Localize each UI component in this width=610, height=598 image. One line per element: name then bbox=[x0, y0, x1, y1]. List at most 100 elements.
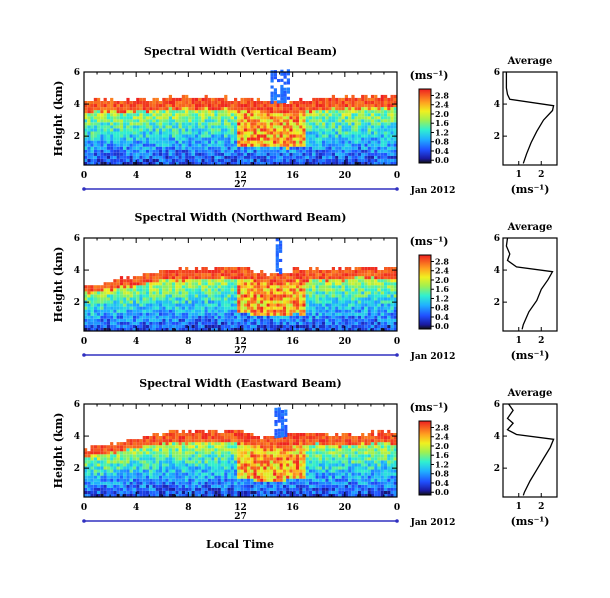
x-tick-label: 0 bbox=[81, 503, 87, 513]
date-label: Jan 2012 bbox=[410, 352, 456, 362]
average-y-tick-label: 6 bbox=[494, 234, 500, 244]
y-tick-label: 6 bbox=[74, 68, 80, 78]
x-tick-label: 8 bbox=[185, 503, 191, 513]
average-x-tick-label: 2 bbox=[538, 170, 544, 180]
average-frame bbox=[502, 71, 558, 166]
average-y-tick-label: 2 bbox=[494, 464, 500, 474]
colorbar-tick-label: 0.8 bbox=[435, 469, 449, 479]
average-title: Average bbox=[507, 222, 553, 233]
colorbar-tick-label: 0.0 bbox=[435, 155, 449, 165]
colorbar-tick-label: 1.2 bbox=[435, 459, 449, 469]
average-xlabel: (ms⁻¹) bbox=[511, 183, 550, 196]
x-tick-label: 16 bbox=[286, 503, 299, 513]
x-tick-label: 0 bbox=[394, 503, 400, 513]
x-tick-label: 4 bbox=[133, 171, 139, 181]
y-tick-label: 4 bbox=[74, 432, 80, 442]
colorbar-tick-label: 2.4 bbox=[435, 100, 449, 110]
day-bar-end bbox=[395, 519, 399, 523]
x-tick-label: 12 bbox=[234, 337, 247, 347]
day-label: 27 bbox=[234, 346, 247, 356]
colorbar-tick-label: 0.0 bbox=[435, 487, 449, 497]
colorbar-tick-label: 0.8 bbox=[435, 303, 449, 313]
y-tick-label: 4 bbox=[74, 100, 80, 110]
colorbar-label: (ms⁻¹) bbox=[410, 69, 449, 82]
day-label: 27 bbox=[234, 512, 247, 522]
panel-title: Spectral Width (Vertical Beam) bbox=[144, 45, 337, 58]
colorbar-tick-label: 2.0 bbox=[435, 109, 449, 119]
heatmap bbox=[84, 407, 397, 497]
colorbar-tick-label: 0.8 bbox=[435, 137, 449, 147]
average-title: Average bbox=[507, 56, 553, 67]
average-line bbox=[505, 237, 554, 330]
colorbar bbox=[418, 254, 432, 330]
colorbar bbox=[418, 88, 432, 164]
x-tick-label: 0 bbox=[81, 171, 87, 181]
heatmap bbox=[84, 238, 397, 331]
date-label: Jan 2012 bbox=[410, 186, 456, 196]
panel-0: Spectral Width (Vertical Beam)0 4 8 12 16 20 0… bbox=[52, 45, 558, 196]
colorbar-tick-label: 2.8 bbox=[435, 422, 449, 432]
colorbar-label: (ms⁻¹) bbox=[410, 401, 449, 414]
average-x-tick-label: 2 bbox=[538, 336, 544, 346]
average-y-tick-label: 2 bbox=[494, 132, 500, 142]
x-tick-label: 4 bbox=[133, 337, 139, 347]
x-tick-label: 4 bbox=[133, 503, 139, 513]
colorbar-tick-label: 2.0 bbox=[435, 441, 449, 451]
day-bar-end bbox=[82, 187, 86, 191]
average-x-tick-label: 1 bbox=[516, 170, 522, 180]
colorbar-tick-label: 0.4 bbox=[435, 478, 449, 488]
colorbar-tick-label: 1.6 bbox=[435, 284, 449, 294]
x-tick-label: 8 bbox=[185, 337, 191, 347]
x-tick-label: 12 bbox=[234, 503, 247, 513]
average-x-tick-label: 2 bbox=[538, 502, 544, 512]
y-axis-label: Height (km) bbox=[52, 413, 65, 489]
average-y-tick-label: 2 bbox=[494, 298, 500, 308]
colorbar-tick-label: 1.6 bbox=[435, 118, 449, 128]
average-y-tick-label: 4 bbox=[494, 266, 500, 276]
colorbar bbox=[418, 420, 432, 496]
average-frame bbox=[502, 237, 558, 332]
x-tick-label: 8 bbox=[185, 171, 191, 181]
colorbar-tick-label: 0.4 bbox=[435, 146, 449, 156]
date-label: Jan 2012 bbox=[410, 518, 456, 528]
average-line bbox=[505, 72, 555, 164]
y-tick-label: 4 bbox=[74, 266, 80, 276]
colorbar-tick-label: 1.2 bbox=[435, 293, 449, 303]
x-tick-label: 16 bbox=[286, 337, 299, 347]
x-tick-label: 0 bbox=[394, 337, 400, 347]
y-tick-label: 2 bbox=[74, 464, 80, 474]
average-y-tick-label: 4 bbox=[494, 100, 500, 110]
average-line bbox=[506, 403, 555, 496]
average-x-tick-label: 1 bbox=[516, 502, 522, 512]
colorbar-label: (ms⁻¹) bbox=[410, 235, 449, 248]
average-xlabel: (ms⁻¹) bbox=[511, 349, 550, 362]
average-y-tick-label: 6 bbox=[494, 400, 500, 410]
average-y-tick-label: 4 bbox=[494, 432, 500, 442]
day-bar-end bbox=[395, 187, 399, 191]
x-tick-label: 0 bbox=[81, 337, 87, 347]
colorbar-tick-label: 2.4 bbox=[435, 432, 449, 442]
day-bar-end bbox=[82, 353, 86, 357]
panel-1: Spectral Width (Northward Beam)0 4 8 12 16 20… bbox=[52, 211, 558, 362]
y-axis-label: Height (km) bbox=[52, 81, 65, 157]
panel-title: Spectral Width (Northward Beam) bbox=[135, 211, 347, 224]
x-tick-label: 20 bbox=[339, 171, 352, 181]
y-tick-label: 6 bbox=[74, 234, 80, 244]
x-tick-label: 20 bbox=[339, 503, 352, 513]
y-axis-label: Height (km) bbox=[52, 247, 65, 323]
average-xlabel: (ms⁻¹) bbox=[511, 515, 550, 528]
panel-2: Spectral Width (Eastward Beam)0 4 8 12 16 20 0… bbox=[52, 377, 558, 528]
x-tick-label: 20 bbox=[339, 337, 352, 347]
day-bar-end bbox=[395, 353, 399, 357]
colorbar-tick-label: 2.4 bbox=[435, 266, 449, 276]
colorbar-tick-label: 2.8 bbox=[435, 90, 449, 100]
x-tick-label: 16 bbox=[286, 171, 299, 181]
colorbar-tick-label: 2.0 bbox=[435, 275, 449, 285]
colorbar-tick-label: 2.8 bbox=[435, 256, 449, 266]
average-frame bbox=[502, 403, 558, 498]
colorbar-tick-label: 0.4 bbox=[435, 312, 449, 322]
panel-title: Spectral Width (Eastward Beam) bbox=[139, 377, 341, 390]
day-bar-end bbox=[82, 519, 86, 523]
y-tick-label: 6 bbox=[74, 400, 80, 410]
colorbar-tick-label: 0.0 bbox=[435, 321, 449, 331]
